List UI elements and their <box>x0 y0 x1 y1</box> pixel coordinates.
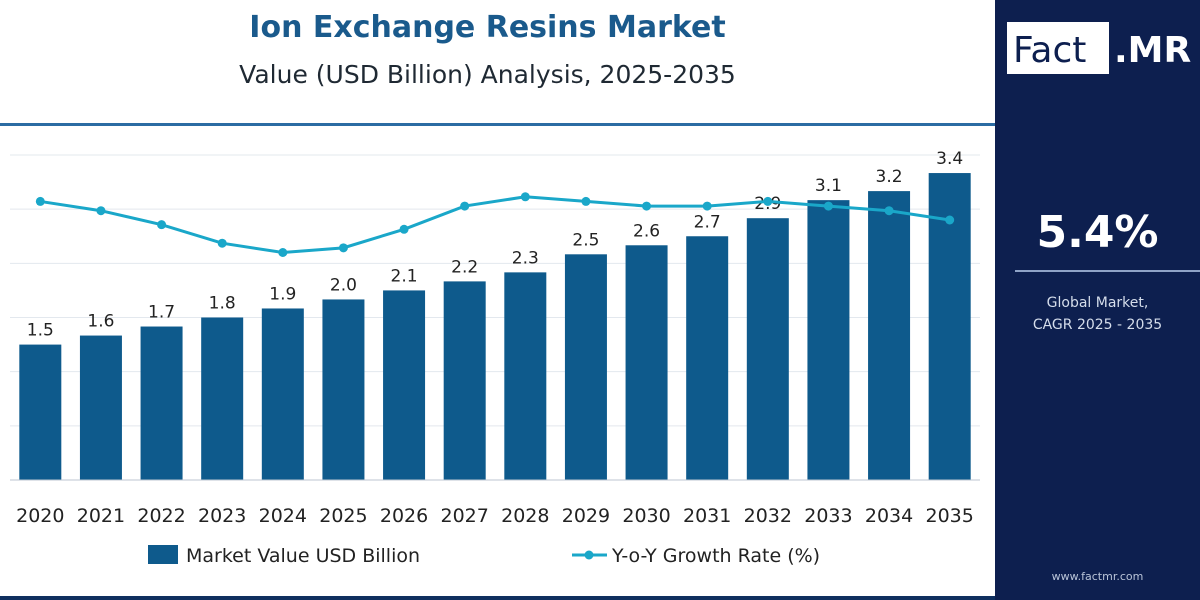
chart-subtitle: Value (USD Billion) Analysis, 2025-2035 <box>239 60 736 89</box>
growth-rate-point <box>217 238 227 248</box>
bar <box>868 191 911 480</box>
bar <box>383 290 426 480</box>
brand-logo: Fact .MR <box>1007 22 1191 74</box>
legend: Market Value USD Billion Y-o-Y Growth Rat… <box>148 545 820 567</box>
x-tick-label: 2022 <box>137 505 185 527</box>
bar-value-label: 1.6 <box>87 312 114 332</box>
bar <box>807 200 850 480</box>
growth-rate-point <box>278 248 288 257</box>
growth-rate-line <box>40 195 950 255</box>
logo-text-mr: .MR <box>1114 30 1191 71</box>
bar <box>443 281 486 480</box>
growth-rate-point <box>823 201 833 211</box>
cagr-divider <box>1015 270 1200 272</box>
bar <box>625 245 668 480</box>
growth-rate-point <box>399 224 409 234</box>
line-series <box>35 192 955 257</box>
x-tick-label: 2025 <box>319 505 367 527</box>
bar-series: 1.51.61.71.81.92.02.12.22.32.52.62.72.93… <box>19 149 971 481</box>
bottom-divider <box>0 596 995 600</box>
legend-swatch-bar <box>148 545 178 564</box>
bar <box>201 317 244 480</box>
growth-rate-point <box>884 206 894 216</box>
growth-rate-point <box>460 201 470 211</box>
sidebar: Fact .MR 5.4% Global Market, CAGR 2025 -… <box>995 0 1200 600</box>
bar <box>261 308 304 480</box>
cagr-value: 5.4% <box>1036 207 1159 258</box>
growth-rate-point <box>338 243 348 253</box>
bar-value-label: 2.6 <box>633 221 660 241</box>
x-tick-label: 2023 <box>198 505 246 527</box>
legend-label-line: Y-o-Y Growth Rate (%) <box>611 545 820 567</box>
x-tick-label: 2029 <box>562 505 610 527</box>
bar <box>686 236 729 480</box>
bar-value-label: 2.1 <box>391 266 418 286</box>
x-tick-label: 2020 <box>16 505 64 527</box>
x-tick-label: 2021 <box>77 505 125 527</box>
x-tick-label: 2030 <box>622 505 670 527</box>
growth-rate-point <box>945 215 955 225</box>
bar <box>746 218 789 480</box>
logo-box <box>1007 22 1109 74</box>
title-divider <box>0 123 995 126</box>
bar-value-label: 2.2 <box>451 257 478 277</box>
bar-value-label: 1.7 <box>148 303 175 323</box>
bar-value-label: 2.7 <box>694 212 721 232</box>
x-tick-label: 2035 <box>926 505 974 527</box>
cagr-label: Global Market, CAGR 2025 - 2035 <box>995 292 1200 336</box>
x-tick-label: 2032 <box>744 505 792 527</box>
market-chart: 1.51.61.71.81.92.02.12.22.32.52.62.72.93… <box>10 149 980 567</box>
x-tick-label: 2033 <box>804 505 852 527</box>
bar-value-label: 2.0 <box>330 275 357 295</box>
legend-label-bar: Market Value USD Billion <box>186 545 420 567</box>
bar-value-label: 3.1 <box>815 176 842 196</box>
bar-value-label: 2.5 <box>572 230 599 250</box>
legend-swatch-point <box>584 550 594 560</box>
x-tick-label: 2026 <box>380 505 428 527</box>
growth-rate-point <box>520 192 530 202</box>
bar-value-label: 1.5 <box>27 321 54 341</box>
logo-text-fact: Fact <box>1013 30 1086 71</box>
x-tick-label: 2034 <box>865 505 913 527</box>
bar <box>322 299 365 480</box>
growth-rate-point <box>702 201 712 211</box>
bar-value-label: 1.8 <box>209 294 236 314</box>
cagr-label-line1: Global Market, <box>1046 295 1149 311</box>
growth-rate-point <box>642 201 652 211</box>
growth-rate-point <box>581 196 591 206</box>
website-url: www.factmr.com <box>1051 570 1144 583</box>
bar <box>504 272 547 480</box>
bar <box>564 254 607 480</box>
bar <box>19 344 62 480</box>
bar <box>140 326 183 480</box>
bar-value-label: 3.2 <box>876 167 903 187</box>
bar-value-label: 1.9 <box>269 284 296 304</box>
growth-rate-point <box>157 220 167 230</box>
growth-rate-point <box>35 196 45 206</box>
bar <box>79 335 122 480</box>
bar-value-label: 3.4 <box>936 149 963 169</box>
x-tick-label: 2028 <box>501 505 549 527</box>
chart-title: Ion Exchange Resins Market <box>249 10 726 45</box>
cagr-label-line2: CAGR 2025 - 2035 <box>1032 317 1163 333</box>
bar-value-label: 2.3 <box>512 248 539 268</box>
x-tick-label: 2024 <box>259 505 307 527</box>
x-tick-label: 2031 <box>683 505 731 527</box>
x-tick-label: 2027 <box>441 505 489 527</box>
chart-panel: Ion Exchange Resins Market Value (USD Bi… <box>0 10 995 600</box>
growth-rate-point <box>763 196 773 206</box>
growth-rate-point <box>96 206 106 216</box>
